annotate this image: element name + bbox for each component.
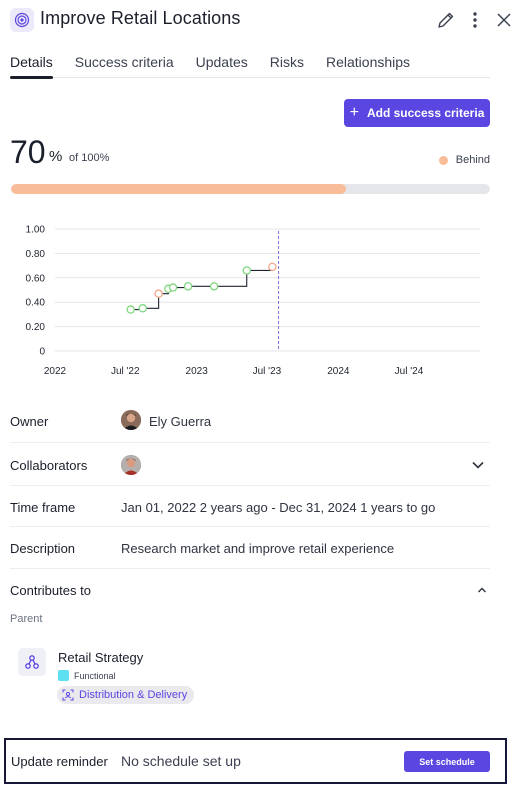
collaborators-label: Collaborators xyxy=(10,458,88,473)
progress-chart: 1.00 0.80 0.60 0.40 0.20 0 2022 Jul '22 2023 Jul … xyxy=(0,210,513,385)
parent-card[interactable]: Retail Strategy Functional Distribution … xyxy=(18,648,318,710)
update-reminder-label: Update reminder xyxy=(11,754,108,769)
add-success-criteria-button[interactable]: + Add success criteria xyxy=(344,99,490,127)
x-tick-label: Jul '24 xyxy=(395,366,424,377)
contributes-to-label: Contributes to xyxy=(10,583,91,598)
progress-of-label: of 100% xyxy=(69,152,110,164)
parent-name[interactable]: Retail Strategy xyxy=(58,650,144,665)
tab-relationships[interactable]: Relationships xyxy=(326,54,411,70)
status-label: Behind xyxy=(455,154,490,166)
description-row: Description Research market and improve … xyxy=(10,527,490,569)
tab-bar: Details Success criteria Updates Risks R… xyxy=(10,44,490,79)
y-tick-label: 0 xyxy=(39,347,45,358)
owner-label: Owner xyxy=(10,414,49,429)
panel-header: Improve Retail Locations xyxy=(0,0,513,44)
y-tick-label: 0.60 xyxy=(26,273,46,284)
tab-risks[interactable]: Risks xyxy=(269,54,304,70)
progress-percent-symbol: % xyxy=(49,148,63,165)
progress-bar xyxy=(11,184,490,194)
page-title: Improve Retail Locations xyxy=(40,8,241,28)
parent-type: Functional xyxy=(58,670,116,681)
plus-icon: + xyxy=(349,104,359,121)
data-point xyxy=(268,262,277,272)
update-reminder: Update reminder No schedule set up Set s… xyxy=(4,738,507,784)
target-icon xyxy=(10,8,34,32)
y-tick-label: 0.20 xyxy=(26,322,46,333)
team-icon xyxy=(62,689,74,701)
data-point xyxy=(209,282,219,291)
hierarchy-icon xyxy=(18,648,46,676)
team-tag[interactable]: Distribution & Delivery xyxy=(57,686,195,704)
owner-name: Ely Guerra xyxy=(149,414,212,429)
progress-chart-svg: 1.00 0.80 0.60 0.40 0.20 0 2022 Jul '22 2023 Jul … xyxy=(26,225,480,377)
y-tick-label: 0.80 xyxy=(26,249,46,260)
status-badge: Behind xyxy=(438,154,490,166)
parent-label: Parent xyxy=(10,613,43,625)
update-reminder-value: No schedule set up xyxy=(121,753,241,769)
avatar xyxy=(121,455,141,475)
data-point xyxy=(138,304,147,313)
data-point xyxy=(154,289,163,298)
status-dot-icon xyxy=(438,155,448,165)
add-success-criteria-label: Add success criteria xyxy=(366,106,485,120)
time-frame-row: Time frame Jan 01, 2022 2 years ago - De… xyxy=(10,486,490,527)
y-tick-label: 0.40 xyxy=(26,298,46,309)
series-line xyxy=(130,266,273,311)
data-point xyxy=(242,266,251,275)
avatar xyxy=(121,410,141,430)
tab-updates[interactable]: Updates xyxy=(195,54,248,70)
data-point xyxy=(126,305,135,314)
tab-details[interactable]: Details xyxy=(10,44,53,79)
data-point xyxy=(168,283,178,292)
parent-type-label: Functional xyxy=(74,670,116,681)
pencil-icon[interactable] xyxy=(434,8,458,32)
time-frame-label: Time frame xyxy=(10,500,76,515)
description-value: Research market and improve retail exper… xyxy=(121,541,395,556)
x-tick-label: Jul '23 xyxy=(253,366,282,377)
more-vertical-icon[interactable] xyxy=(463,8,487,32)
time-frame-value: Jan 01, 2022 2 years ago - Dec 31, 2024 … xyxy=(121,500,436,515)
progress-bar-fill xyxy=(11,184,347,194)
close-icon[interactable] xyxy=(492,8,513,32)
tab-success-criteria[interactable]: Success criteria xyxy=(74,54,174,70)
chevron-down-icon[interactable] xyxy=(470,457,486,478)
description-label: Description xyxy=(10,541,76,556)
x-tick-label: 2023 xyxy=(186,366,209,377)
set-schedule-button[interactable]: Set schedule xyxy=(404,751,490,772)
owner-row: Owner Ely Guerra xyxy=(10,400,490,443)
chevron-up-icon[interactable] xyxy=(476,583,488,601)
progress-value: 70 xyxy=(10,134,46,170)
collaborators-row[interactable]: Collaborators xyxy=(10,443,490,486)
x-tick-label: 2022 xyxy=(44,366,67,377)
data-point xyxy=(183,282,193,291)
team-tag-label: Distribution & Delivery xyxy=(79,689,188,701)
type-swatch-icon xyxy=(58,670,69,681)
y-tick-label: 1.00 xyxy=(26,225,46,236)
x-tick-label: Jul '22 xyxy=(111,366,140,377)
x-tick-label: 2024 xyxy=(327,366,350,377)
contributes-to-row[interactable]: Contributes to xyxy=(10,569,490,605)
